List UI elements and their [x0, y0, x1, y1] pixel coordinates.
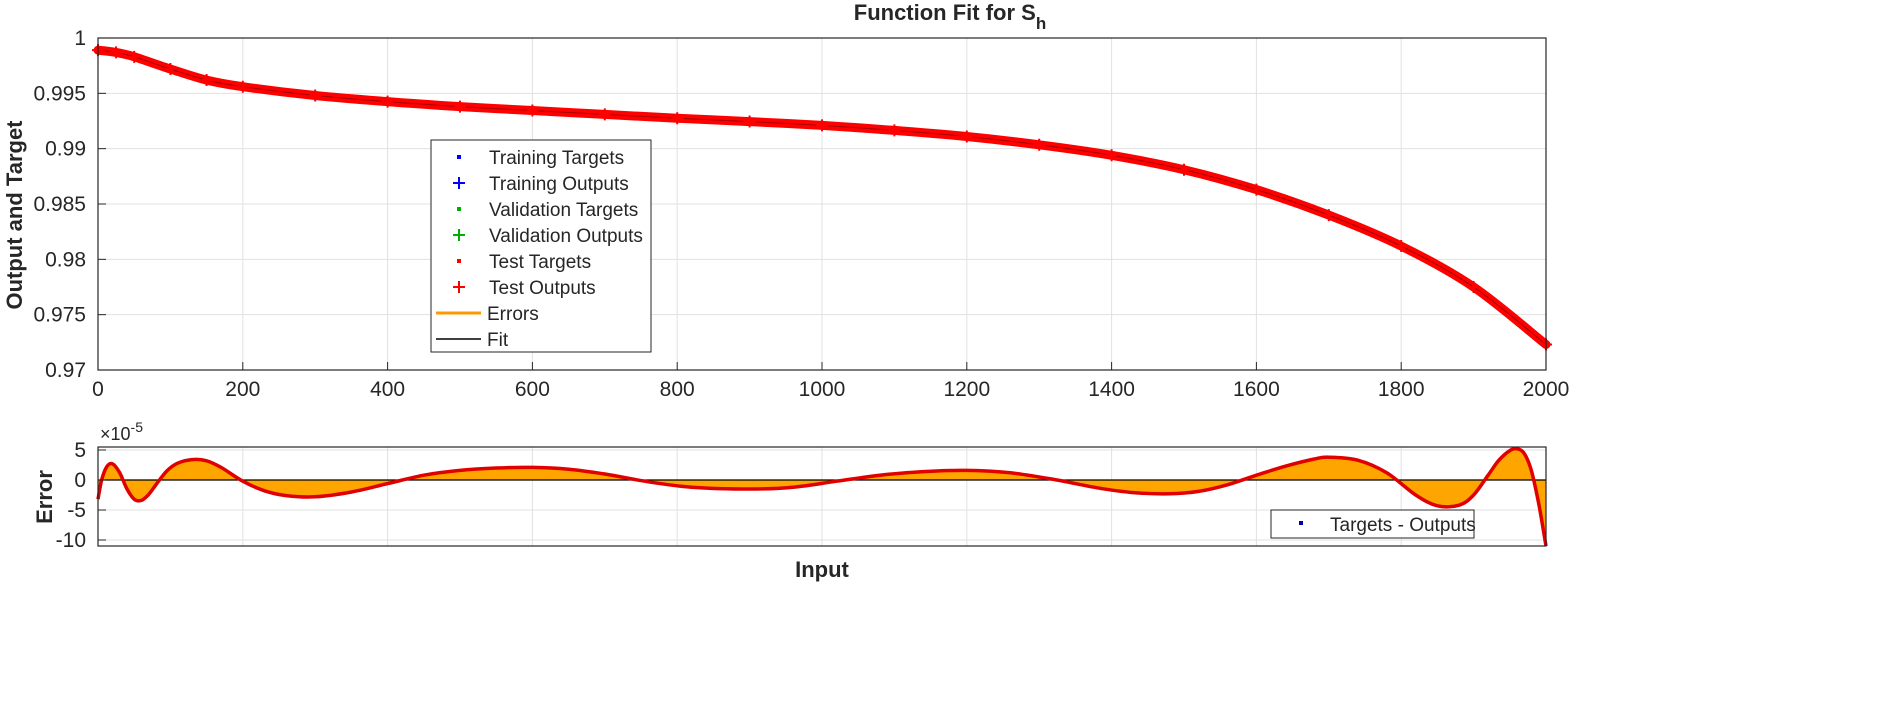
bottom-y-tick-label: -10 [56, 529, 86, 552]
top-x-tick-label: 1200 [943, 378, 990, 401]
top-x-tick-label: 1600 [1233, 378, 1280, 401]
test-output-point [454, 100, 466, 113]
test-output-point [1467, 281, 1480, 293]
top-legend-label: Test Outputs [489, 278, 596, 299]
error-curve [96, 446, 1548, 547]
top-x-tick-label: 400 [370, 378, 405, 401]
bottom-y-tick-label: -5 [67, 499, 86, 522]
bottom-legend-entry: Targets - Outputs [1299, 515, 1476, 536]
test-output-point [743, 115, 756, 128]
top-x-tick-label: 800 [660, 378, 695, 401]
bottom-legend-box [1270, 509, 1475, 539]
top-y-tick-label: 0.995 [33, 82, 86, 105]
test-output-point [1395, 240, 1408, 253]
top-x-tick-label: 1000 [799, 378, 846, 401]
legend-dot-marker [457, 207, 461, 211]
test-output-point [1033, 138, 1046, 151]
test-output-point [671, 112, 684, 125]
top-legend-entry: Training Targets [457, 148, 624, 169]
bottom-y-ticks: -10 -5 0 5 [56, 439, 106, 552]
bottom-axes-box [97, 446, 1547, 547]
top-y-axis-label: Output and Target [2, 120, 27, 310]
chart-title-subscript: h [1036, 14, 1046, 33]
top-legend-items: Training Targets Training Outputs Validati… [436, 148, 643, 351]
legend-plus-marker [453, 281, 465, 293]
top-legend-entry: Validation Outputs [453, 226, 643, 247]
top-legend: Training Targets Training Outputs Validati… [430, 139, 652, 353]
bottom-legend-label: Targets - Outputs [1330, 515, 1476, 536]
bottom-x-axis-label: Input [795, 557, 849, 582]
test-output-point [381, 95, 394, 108]
top-legend-label: Fit [487, 330, 509, 351]
test-output-point [164, 62, 177, 75]
top-legend-box [430, 139, 652, 353]
top-x-tick-label: 1800 [1378, 378, 1425, 401]
bottom-axes: -10-505 ×10-5 Error Input [32, 419, 1548, 582]
top-legend-entry: Errors [436, 304, 539, 325]
bottom-y-exponent-power: -5 [131, 419, 144, 435]
top-x-tick-label: 200 [225, 378, 260, 401]
top-legend-label: Validation Outputs [489, 226, 643, 247]
bottom-legend: Targets - Outputs [1270, 509, 1476, 539]
top-x-tick-label: 2000 [1523, 378, 1570, 401]
test-output-point [110, 46, 123, 59]
bottom-y-axis-label: Error [32, 470, 57, 524]
top-y-tick-label: 0.99 [45, 138, 86, 161]
top-legend-entry: Test Targets [457, 252, 591, 273]
top-y-tick-label: 0.98 [45, 248, 86, 271]
bottom-y-tick-label: 5 [74, 439, 86, 462]
test-output-point [1250, 183, 1263, 196]
top-y-tick-label: 0.97 [45, 359, 86, 382]
bottom-series [96, 446, 1548, 547]
test-output-point [1178, 163, 1190, 176]
test-output-point [526, 104, 539, 117]
bottom-y-exponent-base: ×10 [100, 424, 131, 444]
test-output-point [598, 108, 611, 121]
legend-plus-marker [453, 229, 465, 241]
test-output-point [816, 119, 828, 132]
bottom-legend-items: Targets - Outputs [1299, 515, 1476, 536]
top-legend-label: Errors [487, 304, 539, 325]
test-output-point [1322, 209, 1335, 222]
error-fill-area [98, 448, 1546, 546]
top-y-ticks: 0.97 0.975 0.98 0.985 0.99 0.995 1 [33, 27, 106, 382]
top-x-tick-label: 1400 [1088, 378, 1135, 401]
top-legend-entry: Test Outputs [453, 278, 596, 299]
test-output-point [309, 89, 322, 102]
test-output-point [200, 74, 213, 87]
top-x-tick-label: 0 [92, 378, 104, 401]
top-x-ticks: 0 200 400 600 800 1000 1200 1400 1600 1800 2000 [92, 362, 1569, 401]
top-legend-entry: Fit [436, 330, 509, 351]
top-x-tick-label: 600 [515, 378, 550, 401]
bottom-y-tick-label: 0 [74, 469, 86, 492]
legend-dot-marker [1299, 521, 1303, 525]
top-y-tick-label: 1 [74, 27, 86, 50]
chart-title: Function Fit for Sh [854, 0, 1046, 33]
top-y-tick-label: 0.985 [33, 193, 86, 216]
test-output-point [888, 124, 901, 137]
bottom-y-exponent: ×10-5 [100, 419, 143, 444]
top-axes: 0 200 400 600 800 1000 1200 1400 1600 1800 2000 0.… [2, 27, 1569, 401]
legend-plus-marker [453, 177, 465, 189]
top-legend-entry: Validation Targets [457, 200, 638, 221]
test-output-point [960, 130, 973, 143]
chart-title-main: Function Fit for S [854, 0, 1036, 25]
top-y-tick-label: 0.975 [33, 304, 86, 327]
top-legend-label: Validation Targets [489, 200, 638, 221]
legend-dot-marker [457, 155, 461, 159]
top-legend-label: Training Targets [489, 148, 624, 169]
top-legend-label: Test Targets [489, 252, 591, 273]
test-output-point [236, 80, 249, 93]
legend-dot-marker [457, 259, 461, 263]
test-output-point [128, 50, 141, 63]
test-output-point [1105, 149, 1118, 162]
top-legend-label: Training Outputs [489, 174, 629, 195]
top-legend-entry: Training Outputs [453, 174, 629, 195]
